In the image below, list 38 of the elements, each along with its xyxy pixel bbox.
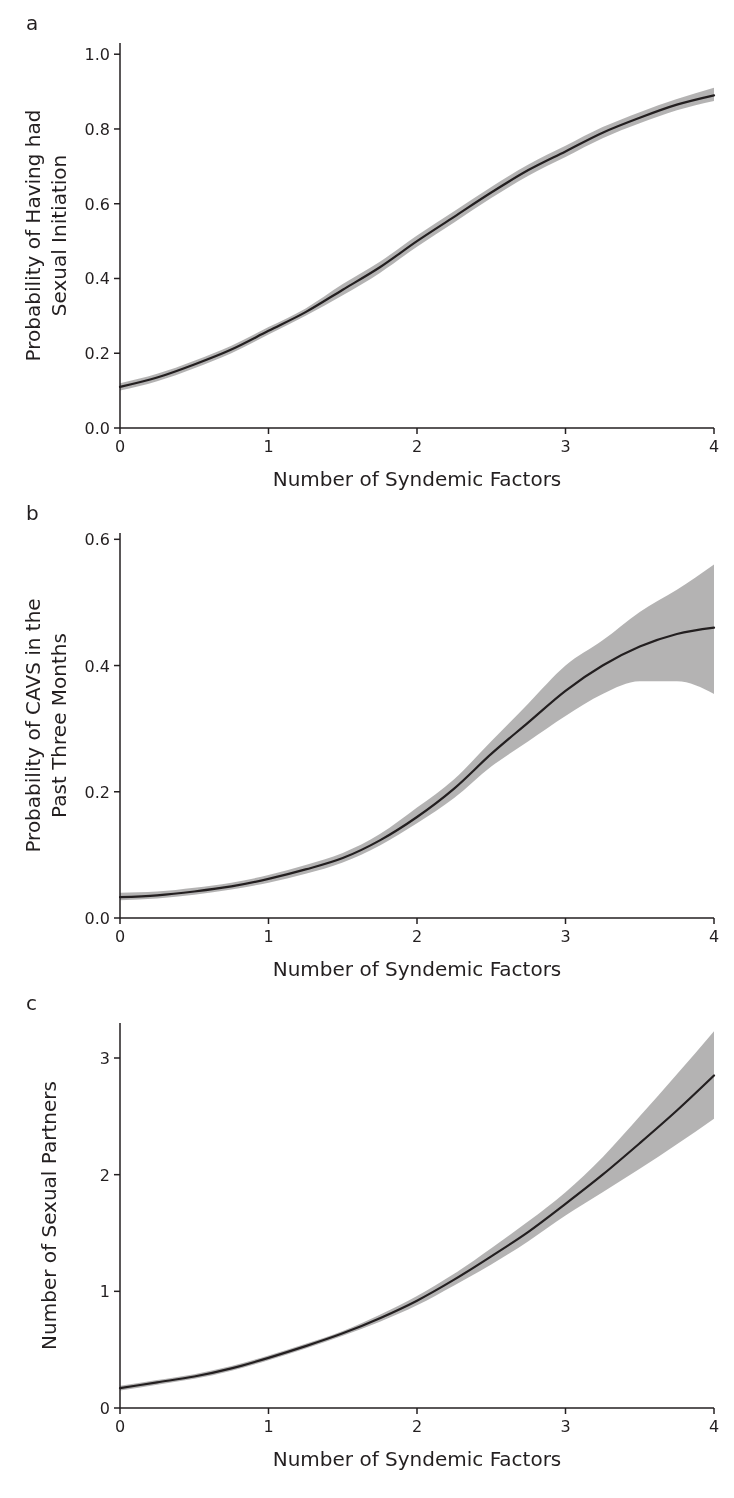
y-tick-label: 0 bbox=[99, 1399, 110, 1418]
x-tick-label: 1 bbox=[263, 927, 274, 946]
y-axis-title: Probability of Having had Sexual Initiation bbox=[21, 109, 71, 362]
x-tick-label: 1 bbox=[263, 437, 274, 456]
x-tick-label: 4 bbox=[708, 437, 720, 456]
y-axis-title: Number of Sexual Partners bbox=[37, 1081, 61, 1350]
x-tick-label: 0 bbox=[114, 927, 126, 946]
x-tick-label: 2 bbox=[411, 437, 423, 456]
y-tick-label: 0.0 bbox=[84, 909, 110, 928]
x-tick-label: 3 bbox=[560, 1417, 571, 1436]
y-tick-label: 0.4 bbox=[84, 656, 110, 676]
y-tick-label: 3 bbox=[99, 1049, 110, 1068]
x-axis-title: Number of Syndemic Factors bbox=[272, 467, 562, 491]
y-tick-label: 0.8 bbox=[84, 119, 110, 139]
x-axis-title: Number of Syndemic Factors bbox=[272, 1447, 562, 1471]
x-tick-label: 2 bbox=[411, 927, 423, 946]
x-tick-label: 3 bbox=[560, 927, 571, 946]
y-tick-label: 0.2 bbox=[84, 344, 110, 364]
x-tick-label: 3 bbox=[560, 437, 571, 456]
y-tick-label: 1.0 bbox=[84, 45, 110, 65]
x-tick-label: 0 bbox=[114, 437, 126, 456]
chart-title: b bbox=[26, 501, 39, 525]
chart-title: c bbox=[26, 991, 37, 1015]
x-axis-title: Number of Syndemic Factors bbox=[272, 957, 562, 981]
y-tick-label: 0.2 bbox=[84, 782, 110, 802]
chart-title: a bbox=[26, 11, 39, 35]
x-tick-label: 0 bbox=[114, 1417, 126, 1436]
y-tick-label: 1 bbox=[99, 1282, 110, 1302]
y-tick-label: 0.6 bbox=[84, 194, 110, 214]
x-tick-label: 4 bbox=[708, 1417, 720, 1436]
x-tick-label: 2 bbox=[411, 1417, 423, 1436]
y-tick-label: 2 bbox=[99, 1165, 110, 1185]
x-tick-label: 4 bbox=[708, 927, 720, 946]
y-tick-label: 0.0 bbox=[84, 419, 110, 438]
y-tick-label: 0.4 bbox=[84, 269, 110, 289]
y-axis-title: Probability of CAVS in the Past Three Months bbox=[21, 598, 71, 853]
y-tick-label: 0.6 bbox=[84, 530, 110, 550]
x-tick-label: 1 bbox=[263, 1417, 274, 1436]
